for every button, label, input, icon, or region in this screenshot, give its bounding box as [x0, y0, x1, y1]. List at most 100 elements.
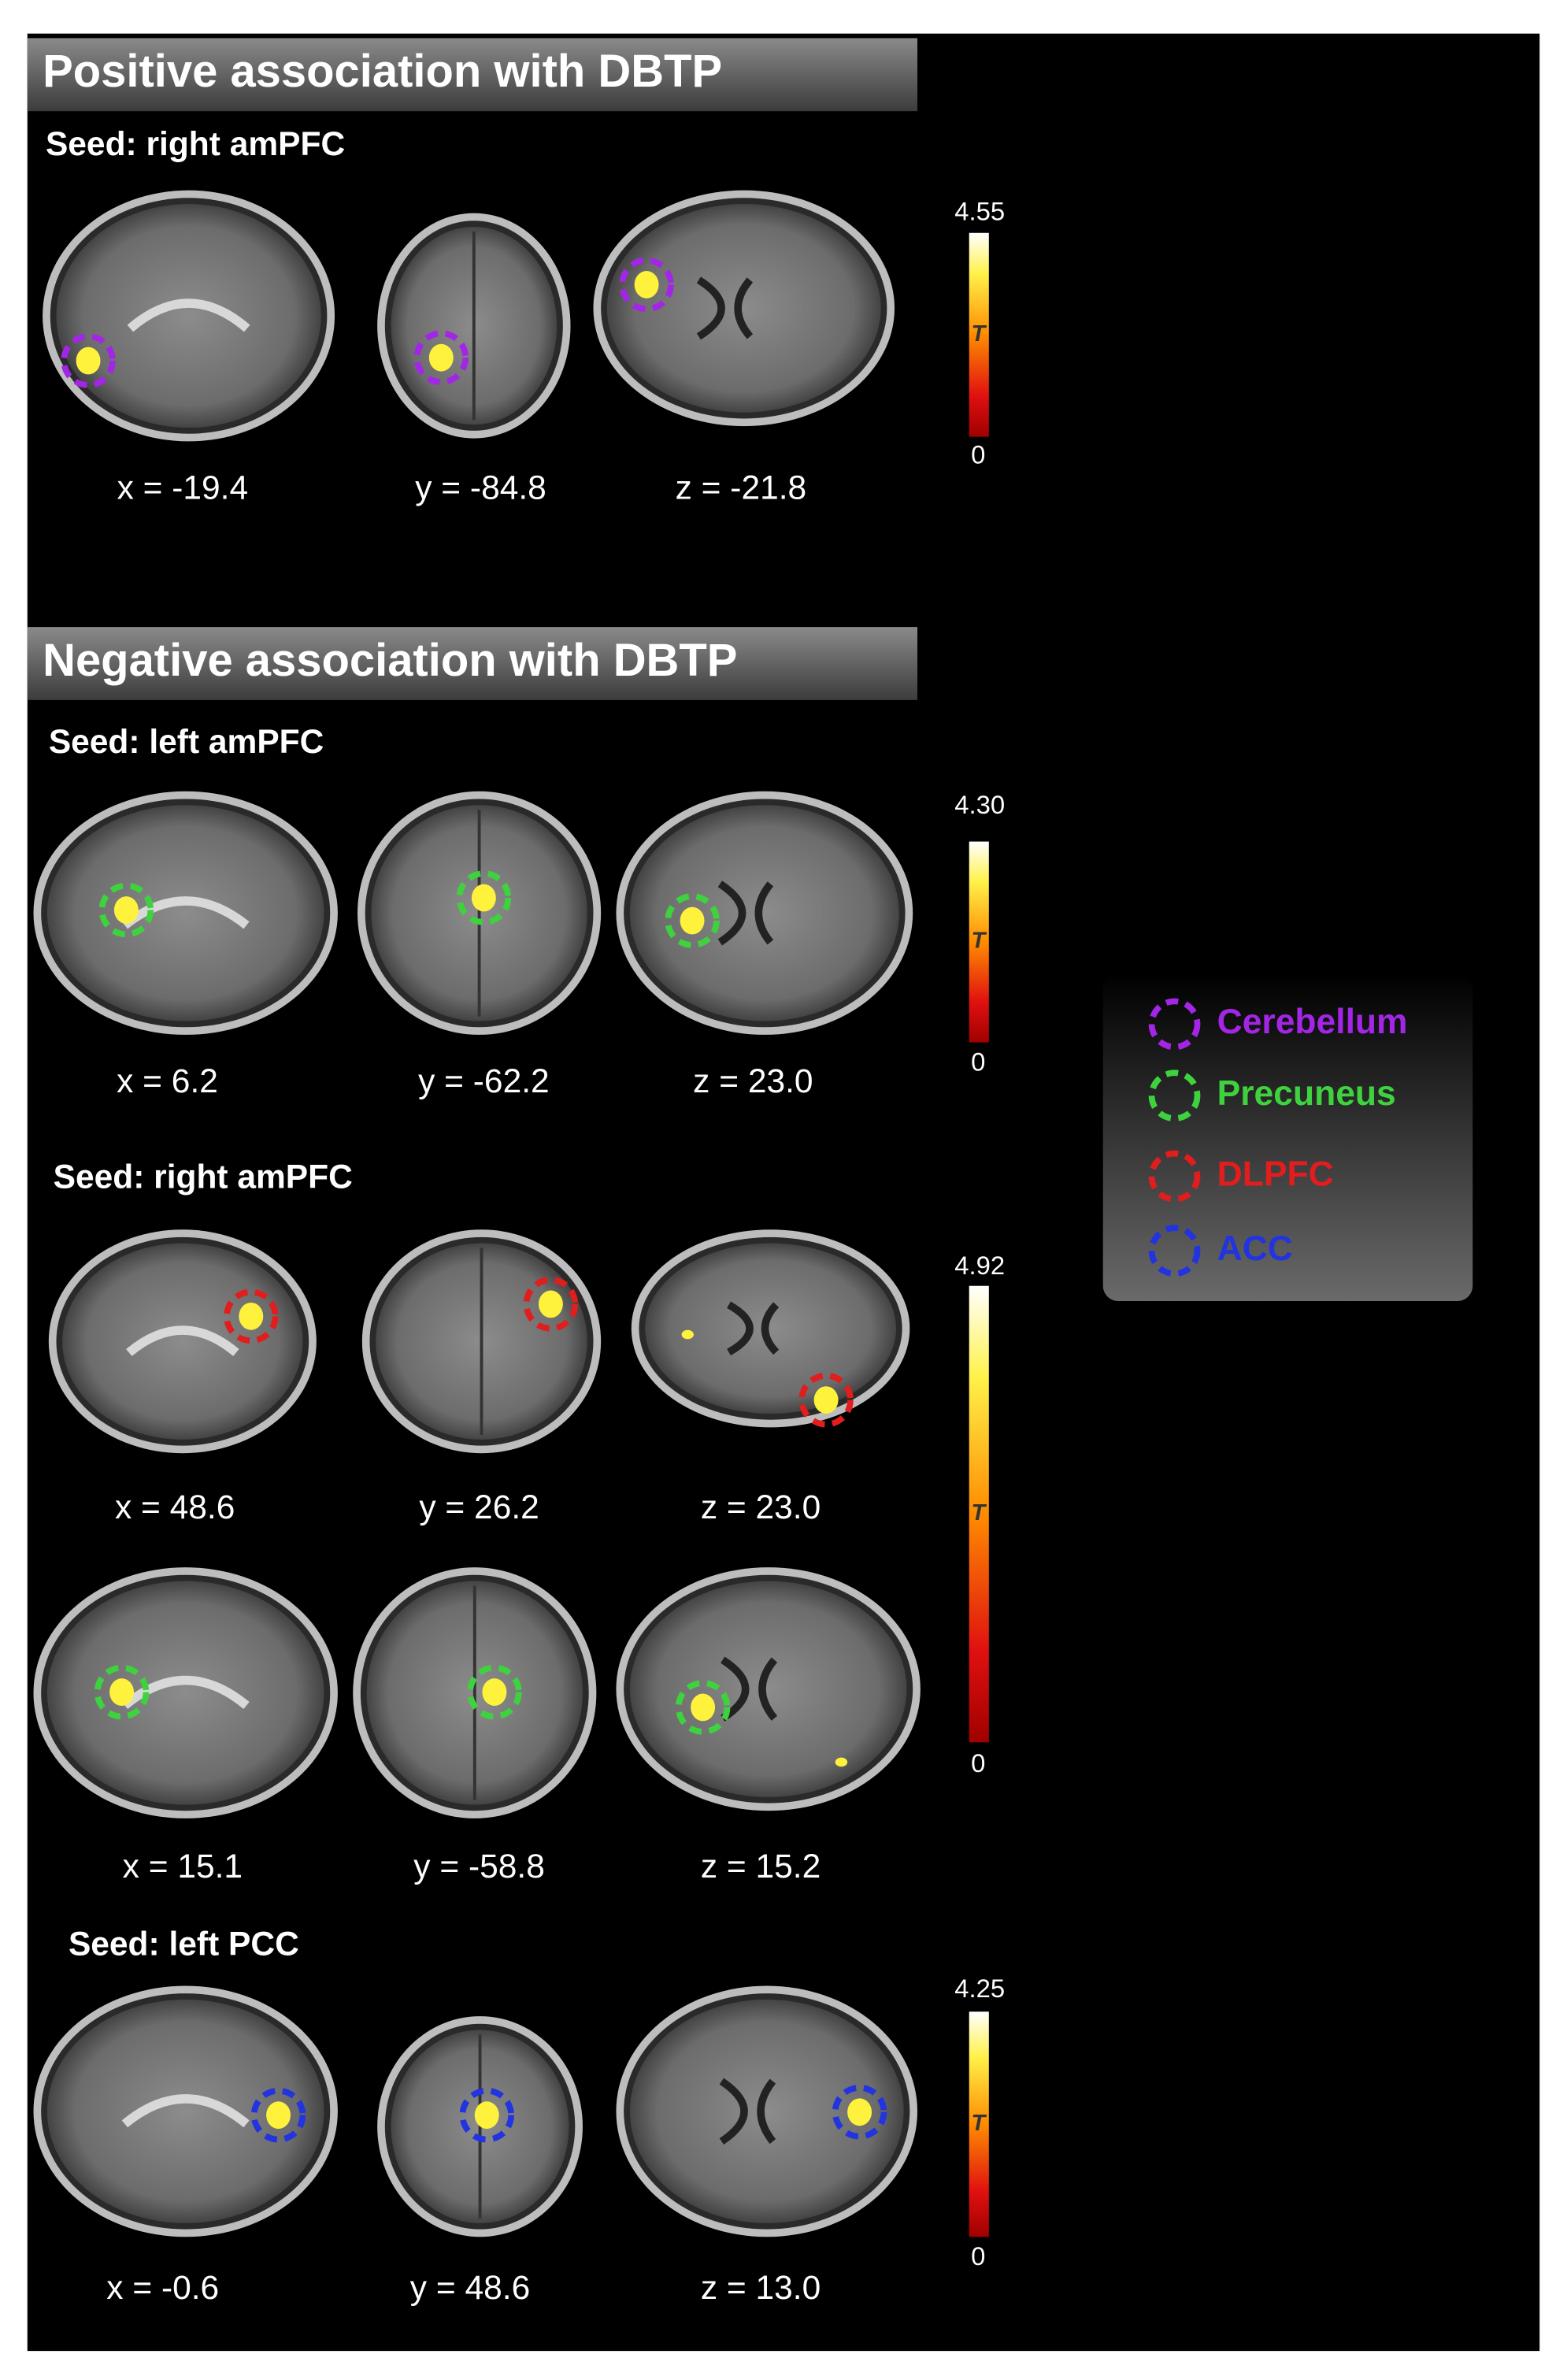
brain-slice: [33, 791, 338, 1035]
brain-slice: [357, 791, 602, 1035]
section-title-bar: [27, 38, 918, 112]
seed-label: Seed: left amPFC: [49, 724, 324, 761]
coordinate-label: y = -84.8: [415, 469, 546, 506]
roi-circle: [250, 2087, 306, 2143]
ventricle: [696, 276, 754, 340]
coordinate-label: z = 13.0: [701, 2270, 821, 2307]
corpus-callosum: [121, 2094, 250, 2128]
coordinate-label: z = -21.8: [676, 469, 807, 506]
activation: [634, 271, 659, 298]
legend-circle: [1148, 1070, 1201, 1122]
colorbar-min: 0: [971, 439, 985, 469]
roi-circle: [98, 882, 154, 938]
colorbar: [969, 841, 989, 1043]
roi-circle: [675, 1680, 731, 1735]
coordinate-label: z = 23.0: [693, 1063, 813, 1100]
roi-circle: [456, 870, 512, 925]
legend-box: [1102, 973, 1473, 1302]
roi-circle: [832, 2085, 887, 2140]
ventricle: [719, 2078, 776, 2145]
colorbar-max: 4.25: [954, 1974, 1005, 2003]
corpus-callosum: [121, 896, 250, 929]
brain-slice: [616, 791, 913, 1035]
activation: [847, 2098, 872, 2126]
activation: [109, 1678, 135, 1706]
roi-circle: [467, 1664, 522, 1720]
activation: [482, 1678, 507, 1706]
brain-slice: [43, 190, 335, 442]
coordinate-label: x = 15.1: [123, 1848, 243, 1885]
colorbar-label: T: [971, 321, 987, 347]
roi-circle: [523, 1277, 579, 1332]
colorbar-label: T: [971, 2111, 987, 2136]
activation: [474, 2101, 499, 2130]
section-title-bar: [27, 627, 918, 700]
colorbar-label: T: [971, 1500, 987, 1525]
colorbar: [969, 2011, 989, 2237]
colorbar-min: 0: [971, 1748, 985, 1778]
roi-circle: [798, 1372, 854, 1428]
legend-label: DLPFC: [1217, 1155, 1334, 1193]
activation: [239, 1302, 264, 1330]
brain-slice: [33, 1567, 338, 1818]
activation: [471, 884, 496, 912]
roi-circle: [224, 1288, 279, 1344]
seed-label: Seed: right amPFC: [46, 126, 345, 163]
coordinate-label: y = -58.8: [413, 1848, 545, 1885]
legend-label: Precuneus: [1217, 1074, 1396, 1113]
ventricle: [717, 880, 774, 946]
roi-circle: [619, 257, 674, 313]
brain: [46, 1999, 324, 2223]
coordinate-label: y = -62.2: [418, 1063, 550, 1100]
section-title: Positive association with DBTP: [43, 46, 722, 97]
roi-circle: [665, 893, 720, 948]
brain: [629, 1581, 907, 1797]
colorbar-label: T: [971, 929, 987, 954]
ventricle: [721, 1656, 778, 1722]
legend-circle: [1148, 1225, 1201, 1277]
roi-circle: [94, 1664, 150, 1720]
corpus-callosum: [121, 1675, 250, 1709]
colorbar-max: 4.30: [954, 790, 1005, 819]
brain-slice: [616, 1985, 918, 2237]
colorbar: [969, 232, 989, 437]
colorbar-max: 4.92: [954, 1251, 1005, 1280]
section-title: Negative association with DBTP: [43, 636, 737, 686]
brain-slice: [33, 1985, 338, 2237]
colorbar-min: 0: [971, 2241, 985, 2271]
roi-circle: [61, 333, 116, 388]
legend-label: Cerebellum: [1217, 1003, 1408, 1041]
activation: [835, 1757, 848, 1767]
roi-circle: [459, 2087, 515, 2143]
brain-slice: [377, 213, 571, 439]
activation: [428, 343, 454, 372]
coordinate-label: x = -0.6: [106, 2270, 219, 2307]
coordinate-label: y = 26.2: [419, 1489, 539, 1526]
coordinate-label: z = 23.0: [701, 1489, 821, 1526]
activation: [691, 1693, 716, 1722]
legend-label: ACC: [1217, 1229, 1293, 1268]
brain-slice: [631, 1229, 910, 1428]
activation: [538, 1290, 563, 1318]
corpus-callosum: [127, 298, 250, 332]
brain: [46, 805, 324, 1021]
legend-circle: [1148, 1150, 1201, 1203]
activation: [813, 1386, 839, 1414]
brain: [606, 204, 881, 413]
colorbar-max: 4.55: [954, 196, 1005, 225]
brain: [62, 1243, 303, 1440]
seed-label: Seed: right amPFC: [54, 1159, 353, 1196]
ventricle: [727, 1301, 780, 1356]
activation: [76, 347, 101, 375]
coordinate-label: x = -19.4: [117, 469, 249, 506]
coordinate-label: y = 48.6: [410, 2270, 530, 2307]
colorbar: [969, 1285, 989, 1743]
coordinate-label: x = 48.6: [115, 1489, 235, 1526]
brain-slice: [361, 1229, 602, 1454]
activation: [266, 2101, 291, 2130]
brain: [56, 204, 321, 428]
activation: [113, 896, 139, 924]
corpus-callosum: [126, 1325, 239, 1356]
brain: [645, 1243, 896, 1414]
